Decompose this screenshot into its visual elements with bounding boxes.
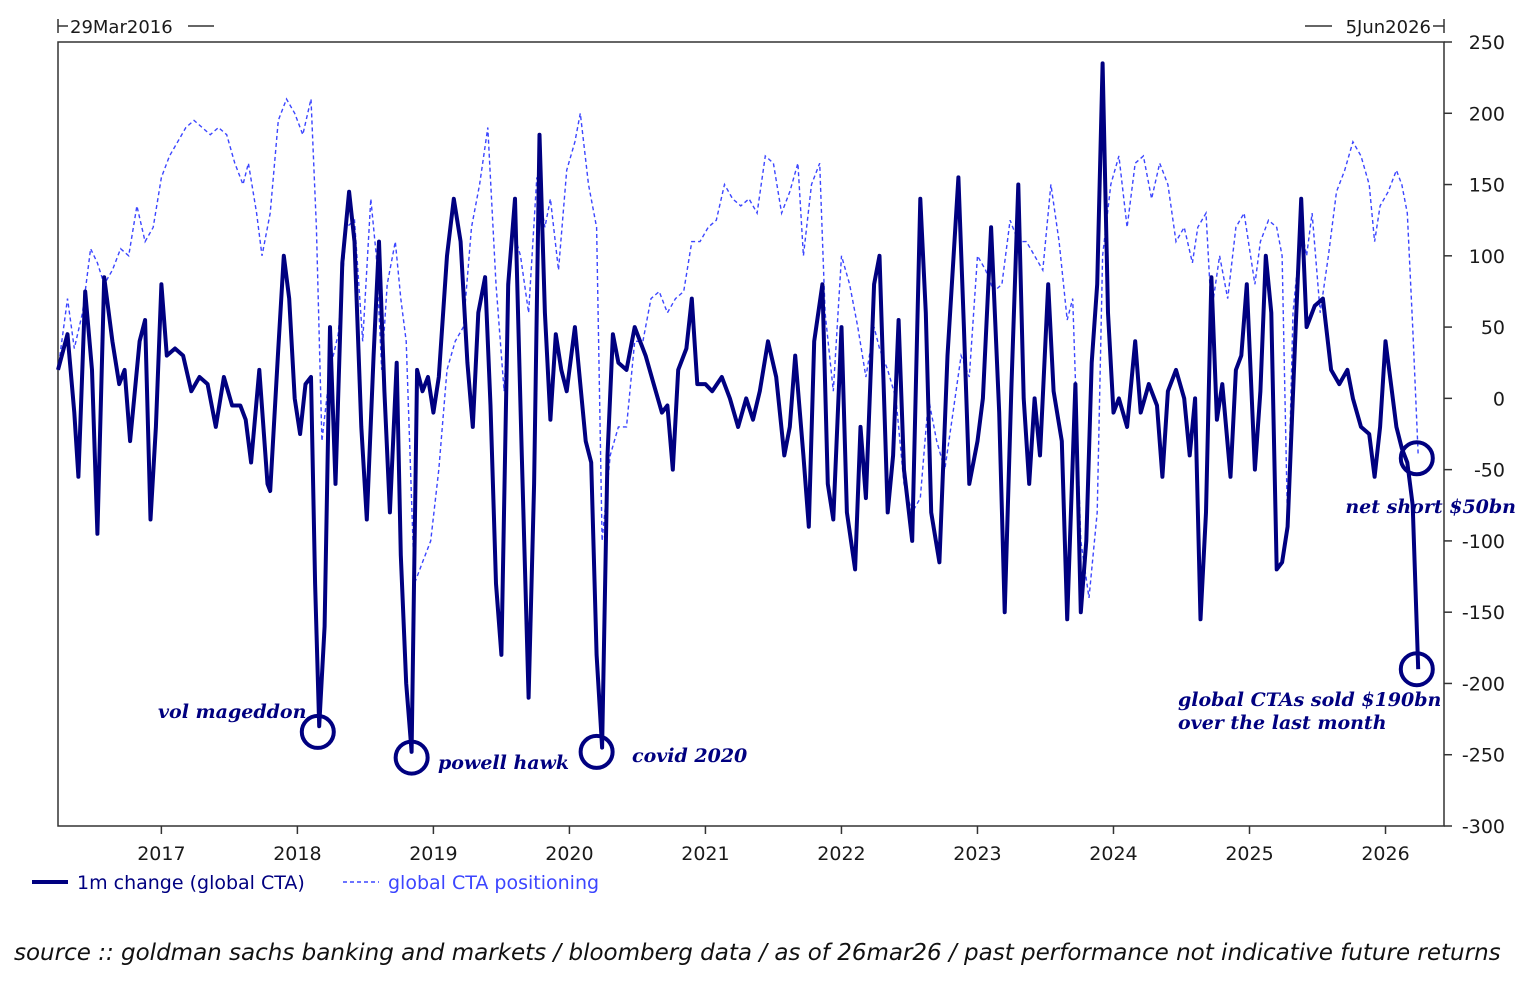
annotation-circle [299,713,336,750]
y-tick-label: 50 [1481,317,1505,339]
annotation-circle [1398,440,1435,477]
series-line-1m-change-global-cta [56,61,1421,754]
x-tick-label: 2025 [1225,843,1273,865]
x-tick-label: 2020 [545,843,593,865]
x-tick-label: 2024 [1089,843,1137,865]
date-end-label: 5Jun2026 [1346,17,1431,38]
x-tick-label: 2019 [409,843,457,865]
annotation-covid-2020: covid 2020 [632,745,747,767]
y-tick-label: 150 [1469,175,1505,197]
annotation-circles [299,440,1435,776]
y-tick-label: 200 [1469,103,1505,125]
x-tick-label: 2017 [137,843,185,865]
annotation-over-last-month: over the last month [1178,712,1387,734]
date-range-end: 5Jun2026 [1305,17,1445,38]
x-tick-label: 2021 [681,843,729,865]
annotation-circle [578,733,615,770]
plot-frame [57,41,1445,827]
annotation-circle [1398,651,1435,688]
annotation-circle [393,739,430,776]
y-tick-label: -300 [1462,816,1505,838]
source-note: source :: goldman sachs banking and mark… [14,940,1501,966]
y-tick-label: -250 [1462,745,1505,767]
annotation-net-short: net short $50bn [1345,496,1516,518]
x-axis: 2017 2018 2019 2020 2021 2022 2023 2024 2025 2026 [137,826,1410,865]
x-tick-label: 2018 [273,843,321,865]
x-tick-label: 2026 [1361,843,1409,865]
annotation-global-ctas-sold: global CTAs sold $190bn [1178,689,1441,711]
y-tick-label: -100 [1462,531,1505,553]
legend: 1m change (global CTA) global CTA positi… [32,872,599,894]
series-line-global-cta-positioning [57,97,1419,598]
y-tick-label: 250 [1469,32,1505,54]
date-range-start: 29Mar2016 [57,17,214,38]
y-tick-label: -200 [1462,673,1505,695]
date-start-label: 29Mar2016 [70,17,173,38]
x-tick-label: 2022 [817,843,865,865]
legend-label-1m-change: 1m change (global CTA) [77,872,305,894]
annotation-vol-mageddon: vol mageddon [158,701,306,723]
y-tick-label: -150 [1462,602,1505,624]
y-tick-label: 0 [1493,388,1505,410]
legend-label-positioning: global CTA positioning [388,872,599,894]
x-tick-label: 2023 [953,843,1001,865]
y-tick-label: -50 [1474,460,1505,482]
y-axis: 250 200 150 100 50 0 -50 -100 -150 -200 -250 -300 [1444,32,1505,838]
y-tick-label: 100 [1469,246,1505,268]
annotation-powell-hawk: powell hawk [438,752,569,774]
